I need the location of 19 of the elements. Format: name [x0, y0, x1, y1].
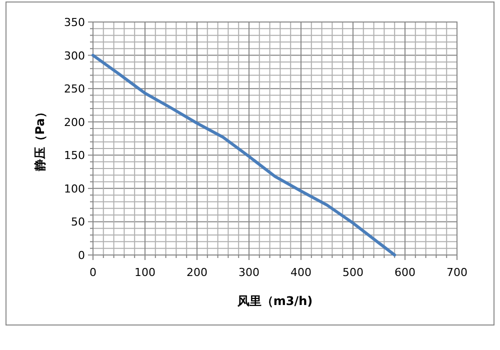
x-axis-title: 风里（m3/h) — [236, 294, 313, 308]
y-tick-label: 200 — [64, 116, 85, 129]
x-tick-label: 500 — [342, 266, 364, 279]
y-tick-label: 0 — [78, 249, 85, 262]
x-tick-label: 200 — [186, 266, 208, 279]
y-tick-label: 300 — [64, 49, 85, 62]
x-tick-label: 0 — [90, 266, 96, 279]
y-tick-label: 100 — [64, 182, 85, 196]
x-tick-label: 600 — [394, 266, 416, 279]
y-tick-label: 250 — [64, 82, 85, 96]
x-tick-label: 700 — [446, 266, 468, 279]
y-tick-label: 50 — [71, 216, 85, 229]
line-series — [92, 54, 396, 256]
y-tick-label: 150 — [64, 149, 85, 162]
x-tick-label: 400 — [290, 266, 312, 279]
x-tick-label: 100 — [134, 266, 156, 279]
y-tick-label: 350 — [64, 16, 85, 29]
y-axis-title: 静压（Pa） — [33, 106, 47, 172]
x-tick-label: 300 — [238, 266, 260, 279]
